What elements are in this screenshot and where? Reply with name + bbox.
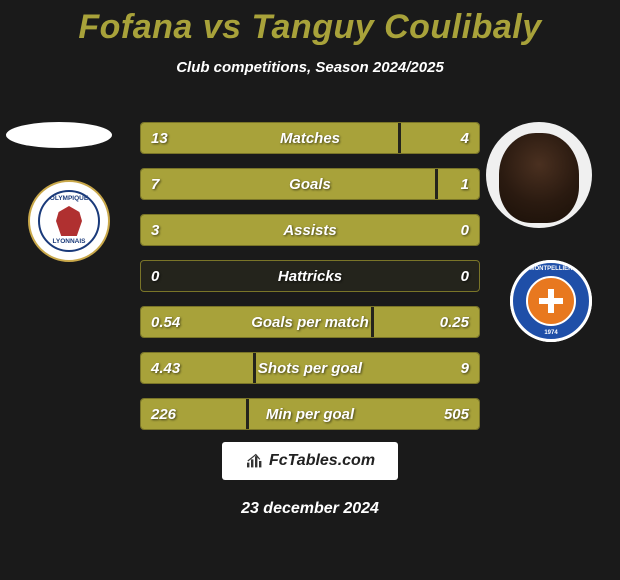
stat-row: 226Min per goal505 bbox=[140, 398, 480, 430]
club2-label-top: MONTPELLIER bbox=[530, 266, 573, 272]
stat-value-right: 1 bbox=[461, 169, 469, 200]
stat-value-right: 505 bbox=[444, 399, 469, 430]
stat-value-right: 0.25 bbox=[440, 307, 469, 338]
club1-label-top: OLYMPIQUE bbox=[50, 196, 88, 203]
page-title: Fofana vs Tanguy Coulibaly bbox=[0, 0, 620, 47]
stat-label: Assists bbox=[141, 215, 479, 246]
player1-avatar bbox=[6, 122, 112, 148]
stat-value-right: 9 bbox=[461, 353, 469, 384]
stats-container: 13Matches47Goals13Assists00Hattricks00.5… bbox=[140, 122, 480, 444]
stat-label: Goals per match bbox=[141, 307, 479, 338]
stat-label: Min per goal bbox=[141, 399, 479, 430]
player2-head-shape bbox=[499, 133, 579, 223]
montpellier-inner bbox=[526, 276, 576, 326]
lyon-lion-icon bbox=[56, 206, 82, 236]
montpellier-ring: MONTPELLIER 1974 bbox=[510, 260, 592, 342]
montpellier-cross-icon bbox=[539, 289, 563, 313]
lyon-badge-inner: OLYMPIQUE LYONNAIS bbox=[38, 190, 100, 252]
player1-club-badge: OLYMPIQUE LYONNAIS bbox=[28, 180, 110, 262]
stat-label: Shots per goal bbox=[141, 353, 479, 384]
watermark[interactable]: FcTables.com bbox=[222, 442, 398, 480]
chart-icon bbox=[245, 453, 265, 469]
watermark-text: FcTables.com bbox=[269, 452, 375, 470]
stat-label: Matches bbox=[141, 123, 479, 154]
club1-label-bot: LYONNAIS bbox=[53, 239, 86, 246]
date-label: 23 december 2024 bbox=[0, 500, 620, 518]
stat-value-right: 0 bbox=[461, 215, 469, 246]
stat-row: 13Matches4 bbox=[140, 122, 480, 154]
stat-value-right: 0 bbox=[461, 261, 469, 292]
stat-row: 0.54Goals per match0.25 bbox=[140, 306, 480, 338]
stat-label: Hattricks bbox=[141, 261, 479, 292]
stat-row: 3Assists0 bbox=[140, 214, 480, 246]
stat-row: 7Goals1 bbox=[140, 168, 480, 200]
player2-club-badge: MONTPELLIER 1974 bbox=[510, 260, 592, 342]
player2-avatar bbox=[486, 122, 592, 228]
club2-label-bot: 1974 bbox=[544, 330, 557, 336]
stat-row: 0Hattricks0 bbox=[140, 260, 480, 292]
stat-row: 4.43Shots per goal9 bbox=[140, 352, 480, 384]
stat-label: Goals bbox=[141, 169, 479, 200]
stat-value-right: 4 bbox=[461, 123, 469, 154]
subtitle: Club competitions, Season 2024/2025 bbox=[0, 59, 620, 76]
